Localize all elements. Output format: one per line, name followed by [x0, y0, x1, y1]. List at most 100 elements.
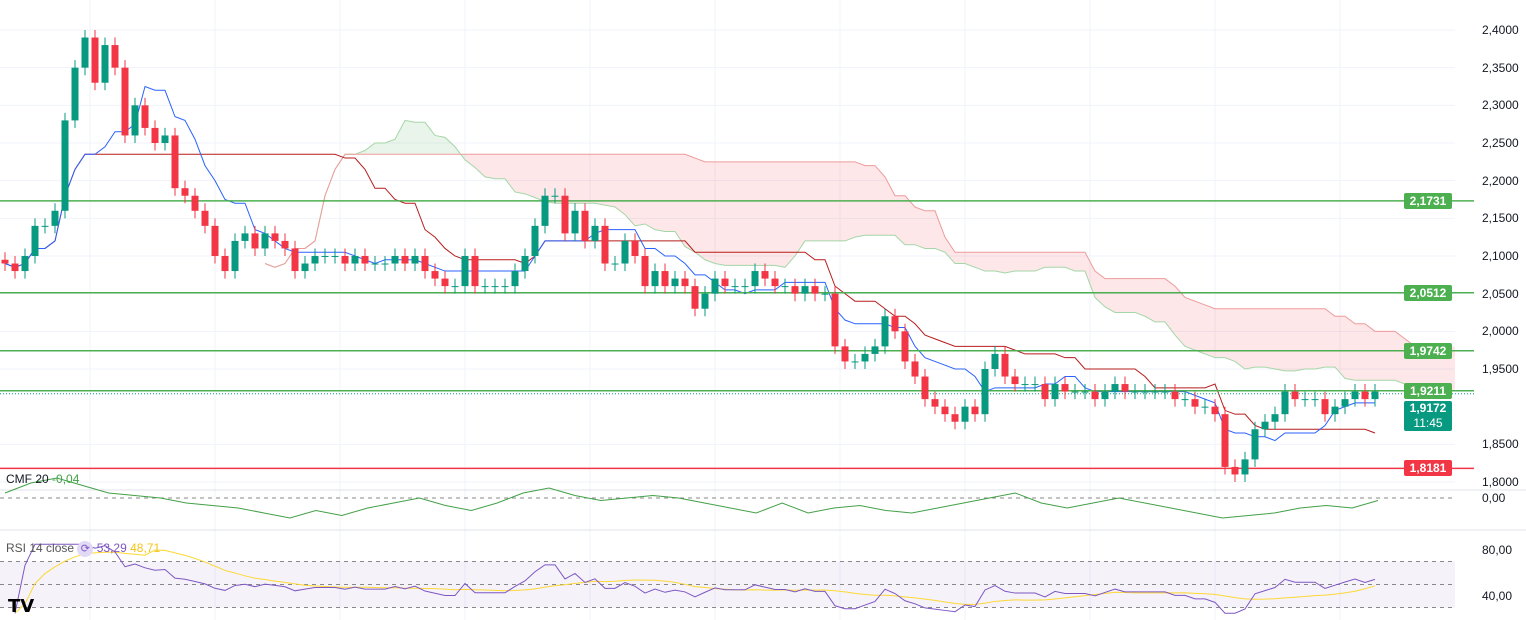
refresh-icon[interactable]: ⟳ — [77, 541, 94, 557]
candle — [1361, 391, 1369, 400]
ichimoku-cloud — [945, 237, 955, 264]
candle — [241, 233, 249, 241]
candle — [731, 286, 739, 288]
candle — [971, 406, 979, 415]
candle — [1061, 384, 1069, 392]
ichimoku-cloud — [695, 158, 705, 260]
ichimoku-cloud — [1085, 252, 1095, 298]
price-axis-tick: 2,2500 — [1482, 135, 1519, 150]
candle — [881, 316, 889, 347]
ichimoku-cloud — [1215, 308, 1225, 358]
level-price-tag: 1,9211 — [1404, 382, 1452, 399]
candle — [181, 188, 189, 196]
candle — [431, 271, 439, 279]
candle — [931, 399, 939, 407]
candle — [161, 135, 169, 143]
ichimoku-cloud — [575, 154, 585, 204]
level-price-tag: 1,8181 — [1404, 460, 1452, 477]
candle — [741, 286, 749, 288]
candle — [1341, 399, 1349, 407]
ichimoku-cloud — [515, 154, 525, 194]
candle — [631, 240, 639, 256]
candle — [811, 286, 819, 294]
candle — [11, 263, 19, 272]
ichimoku-cloud — [745, 161, 755, 266]
ichimoku-cloud — [1325, 308, 1335, 368]
ichimoku-cloud — [1315, 308, 1325, 369]
ichimoku-cloud — [925, 210, 935, 249]
cmf-period: 20 — [35, 472, 49, 486]
rsi-ma-value: 48,71 — [130, 541, 161, 555]
ichimoku-cloud — [995, 252, 1005, 273]
candle — [891, 316, 899, 332]
candle — [721, 278, 729, 287]
price-axis-tick: 1,8000 — [1482, 474, 1519, 489]
candle — [761, 271, 769, 279]
kijun-line — [4, 153, 1376, 434]
price-axis-tick: 2,0000 — [1482, 324, 1519, 339]
candle — [1301, 399, 1309, 401]
candle — [381, 263, 389, 265]
ichimoku-cloud — [785, 161, 795, 268]
ichimoku-cloud — [1355, 323, 1365, 381]
candle — [961, 406, 969, 422]
candle — [1131, 391, 1139, 393]
ichimoku-cloud — [1025, 252, 1035, 272]
candle — [261, 233, 269, 249]
ichimoku-cloud — [395, 120, 405, 155]
cmf-legend: CMF 20 -0,04 — [6, 472, 79, 486]
ichimoku-cloud — [1115, 278, 1125, 313]
price-axis-tick: 1,8500 — [1482, 437, 1519, 452]
ichimoku-cloud — [1005, 252, 1015, 273]
ichimoku-cloud — [1145, 278, 1155, 322]
ichimoku-cloud — [685, 154, 695, 253]
candle — [501, 286, 509, 288]
ichimoku-cloud — [1195, 301, 1205, 354]
candle — [1081, 391, 1089, 393]
candle — [911, 361, 919, 377]
candle — [1251, 429, 1259, 460]
candle — [781, 286, 789, 288]
senkou-span-a — [264, 119, 1445, 391]
candle — [311, 255, 319, 264]
candle — [641, 255, 649, 287]
candle — [821, 293, 829, 295]
price-axis-tick: 2,1000 — [1482, 248, 1519, 263]
ichimoku-cloud — [1235, 308, 1245, 369]
ichimoku-cloud — [1295, 308, 1305, 371]
ichimoku-cloud — [725, 161, 735, 266]
candle — [681, 278, 689, 287]
candle — [131, 105, 139, 136]
ichimoku-cloud — [385, 139, 395, 155]
ichimoku-cloud — [605, 154, 615, 208]
ichimoku-cloud — [905, 195, 915, 245]
cmf-axis-tick: 0,00 — [1482, 491, 1506, 505]
candle — [371, 263, 379, 265]
ichimoku-cloud — [595, 154, 605, 206]
candle — [1331, 406, 1339, 415]
candle — [41, 225, 49, 227]
ichimoku-cloud — [535, 154, 545, 202]
ichimoku-cloud — [735, 161, 745, 266]
ichimoku-cloud — [565, 154, 575, 204]
candle — [1111, 384, 1119, 392]
candle — [851, 361, 859, 363]
price-axis-tick: 2,4000 — [1482, 23, 1519, 37]
candle — [1161, 391, 1169, 393]
ichimoku-cloud — [1375, 331, 1385, 381]
tradingview-logo[interactable]: TV — [8, 596, 35, 617]
ichimoku-cloud — [1035, 252, 1045, 272]
candle — [1351, 391, 1359, 400]
ichimoku-cloud — [475, 154, 485, 177]
candle — [981, 368, 989, 415]
candle — [1261, 421, 1269, 430]
candle — [671, 278, 679, 287]
ichimoku-cloud — [585, 154, 595, 204]
ichimoku-cloud — [1285, 308, 1295, 371]
candle — [1311, 399, 1319, 401]
rsi-legend: RSI 14 close ⟳ 53,29 48,71 — [6, 541, 160, 557]
candle — [271, 233, 279, 241]
candle — [651, 271, 659, 287]
ichimoku-cloud — [1255, 308, 1265, 368]
